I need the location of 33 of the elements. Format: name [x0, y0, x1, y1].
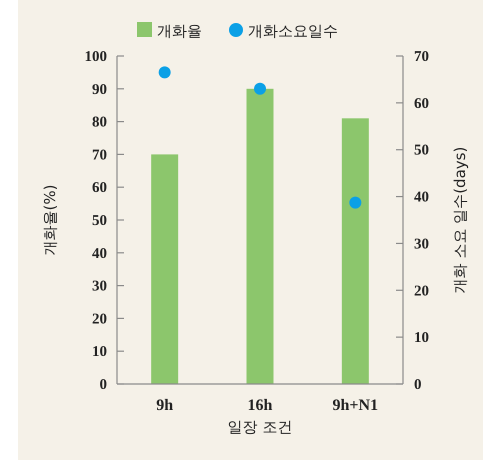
y2-tick-label: 20	[414, 283, 429, 300]
y-tick-label: 0	[100, 377, 107, 393]
y2-axis-title: 개화 소요 일수(days)	[451, 146, 469, 294]
bar	[151, 154, 178, 384]
y2-tick-label: 40	[414, 190, 429, 206]
y2-tick-label: 60	[414, 96, 429, 112]
legend-label: 개화소요일수	[248, 22, 338, 40]
y-tick-label: 30	[92, 278, 107, 295]
y2-tick-label: 0	[414, 377, 422, 393]
bar	[342, 118, 369, 384]
y-tick-label: 100	[84, 49, 107, 65]
y-tick-label: 80	[92, 114, 107, 131]
y-tick-label: 20	[92, 311, 107, 328]
y-tick-label: 50	[92, 213, 107, 229]
y2-tick-label: 30	[414, 236, 429, 252]
y2-tick-label: 50	[414, 142, 429, 159]
y-tick-label: 40	[92, 246, 107, 262]
bar	[246, 88, 274, 384]
legend-label: 개화율	[157, 22, 202, 40]
y-axis-title: 개화율(%)	[41, 184, 59, 256]
point	[158, 66, 171, 78]
y2-tick-label: 70	[414, 49, 429, 65]
y-tick-label: 60	[92, 180, 107, 196]
y2-tick-label: 10	[414, 330, 429, 346]
y-tick-label: 70	[92, 147, 107, 164]
point	[254, 82, 266, 95]
y-tick-label: 10	[92, 344, 107, 360]
x-tick-label: 16h	[248, 397, 273, 414]
x-axis-title: 일장 조건	[228, 418, 292, 436]
y-tick-label: 90	[92, 82, 107, 98]
point	[349, 196, 362, 209]
x-tick-label: 9h	[156, 397, 174, 414]
x-tick-label: 9h+N1	[332, 397, 378, 414]
